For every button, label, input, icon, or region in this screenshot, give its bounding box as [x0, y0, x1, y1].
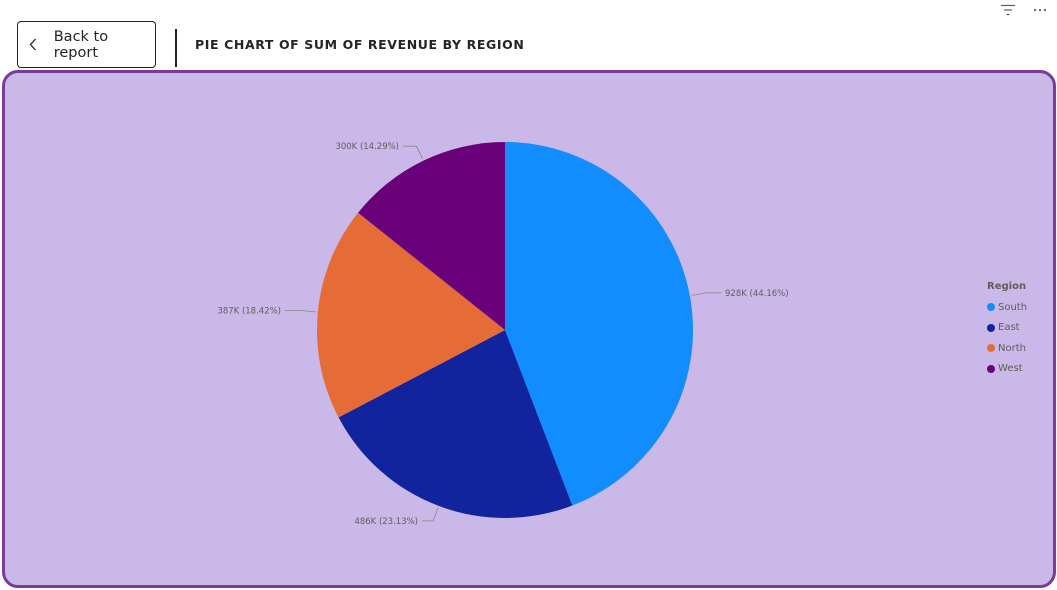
legend-item-north[interactable]: North — [987, 338, 1027, 359]
visual-header-icons — [1001, 2, 1047, 18]
pie-chart: 928K (44.16%) 486K (23.13%) 387K (18.42%) 3… — [217, 142, 789, 527]
data-label-west: 300K (14.29%) — [335, 142, 399, 152]
title-divider — [175, 29, 177, 67]
back-to-report-button[interactable]: Back to report — [17, 21, 156, 68]
legend-marker — [987, 344, 995, 353]
legend-title: Region — [987, 281, 1027, 292]
legend-item-east[interactable]: East — [987, 318, 1027, 339]
legend-marker — [987, 323, 995, 332]
leader-line-east — [422, 507, 439, 522]
chevron-left-icon — [26, 38, 40, 52]
legend-label: East — [998, 322, 1020, 334]
pie-chart-visual[interactable]: 928K (44.16%) 486K (23.13%) 387K (18.42%) 3… — [2, 70, 1056, 588]
pie-slice-west[interactable] — [358, 142, 505, 330]
pie-slice-north[interactable] — [317, 212, 505, 418]
more-options-icon[interactable] — [1033, 8, 1047, 12]
filter-icon[interactable] — [1001, 4, 1015, 16]
legend-item-west[interactable]: West — [987, 359, 1027, 380]
chart-legend: Region South East North West — [987, 281, 1027, 379]
pie-slice-east[interactable] — [338, 330, 573, 518]
leader-line-west — [403, 145, 423, 159]
page-title: PIE CHART OF SUM OF REVENUE BY REGION — [195, 37, 525, 52]
pie-slice-south[interactable] — [505, 142, 693, 506]
legend-label: South — [998, 301, 1028, 313]
leader-line-south — [691, 292, 721, 296]
data-label-east: 486K (23.13%) — [354, 517, 418, 527]
back-button-label: Back to report — [53, 28, 109, 61]
legend-marker — [987, 364, 995, 373]
legend-label: North — [998, 342, 1026, 354]
data-label-south: 928K (44.16%) — [725, 289, 789, 299]
legend-marker — [987, 303, 995, 312]
leader-line-north — [285, 310, 316, 313]
data-label-north: 387K (18.42%) — [217, 307, 281, 317]
legend-item-south[interactable]: South — [987, 297, 1027, 318]
legend-label: West — [998, 363, 1023, 375]
